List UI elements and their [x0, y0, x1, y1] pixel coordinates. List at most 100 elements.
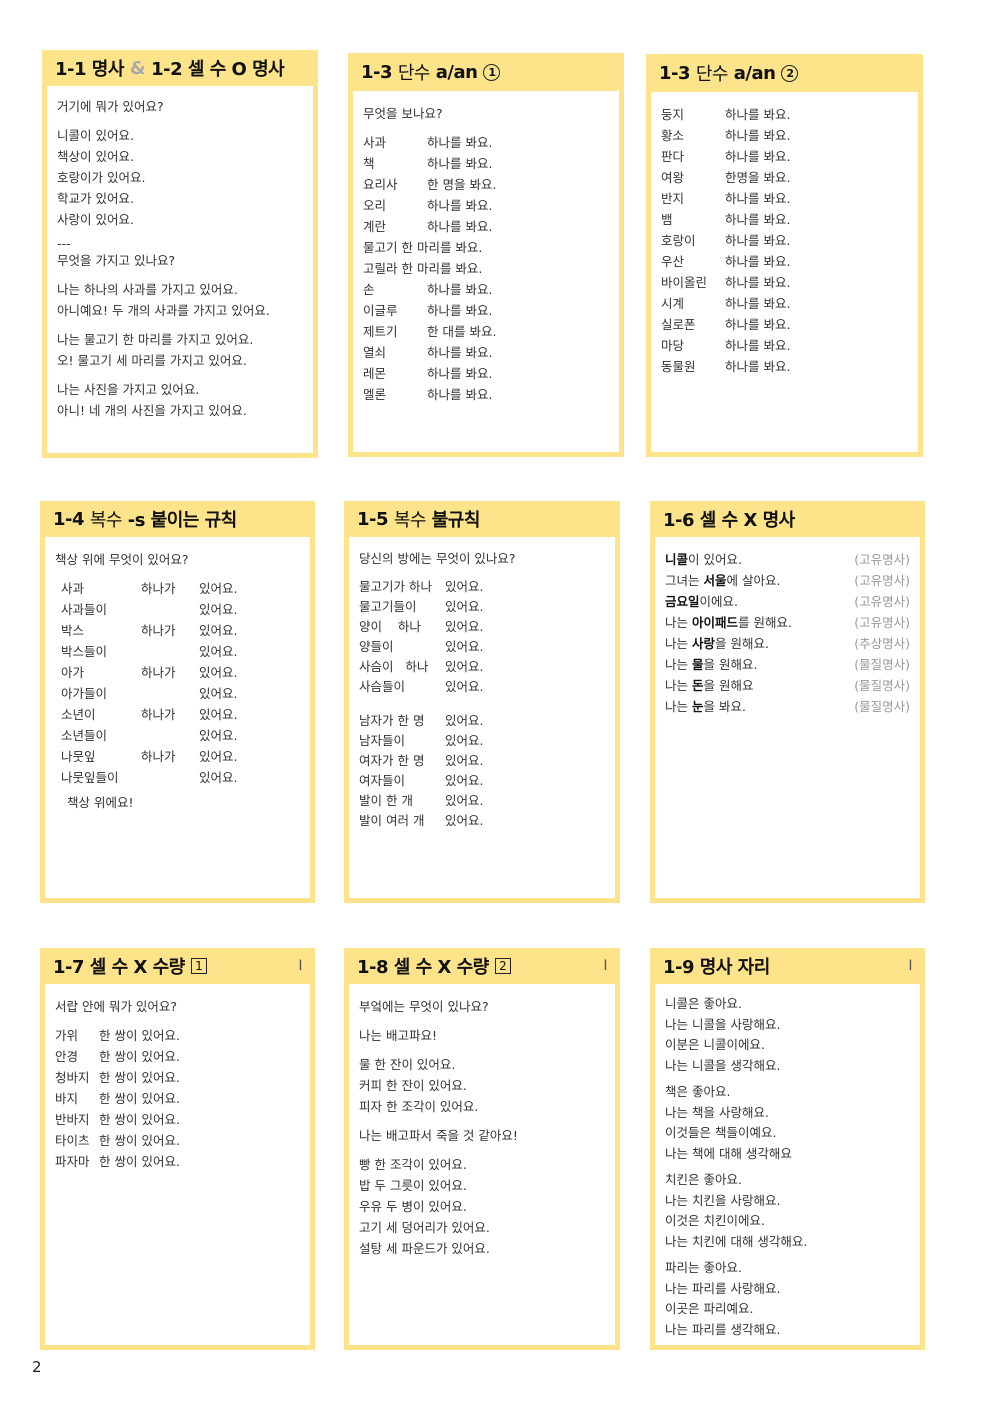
- row-noun: 아가: [61, 665, 85, 680]
- row-value: 하나를 봐요.: [427, 198, 493, 213]
- row-verb: 있어요.: [445, 639, 484, 654]
- row-value: 하나를 봐요.: [725, 107, 791, 122]
- line: 설탕 세 파운드가 있어요.: [359, 1241, 490, 1256]
- row-count: [141, 725, 199, 746]
- table-row: 양들이 있어요.: [359, 637, 605, 657]
- row-noun-bold: 아이패드: [691, 615, 738, 630]
- question: 당신의 방에는 무엇이 있나요?: [359, 551, 516, 566]
- card-title: 1-1 명사 & 1-2 셀 수 O 명사: [55, 57, 285, 81]
- card-title: 1-3 단수 a/an 1: [353, 53, 619, 91]
- row-count: [141, 683, 199, 704]
- table-row: 멜론 하나를 봐요.: [363, 384, 609, 405]
- line: 책은 좋아요.: [665, 1084, 731, 1099]
- row-value: 하나를 봐요.: [725, 149, 791, 164]
- row-value: 하나를 봐요.: [725, 128, 791, 143]
- row-count: 하나가: [141, 623, 176, 638]
- table-row: 그녀는 서울 에 살아요. (고유명사): [665, 570, 910, 591]
- row-noun: 남자들이: [359, 733, 406, 748]
- line: 책상이 있어요.: [57, 149, 134, 164]
- row-label: 둥지: [661, 107, 685, 122]
- table-row: 둥지 하나를 봐요.: [661, 104, 908, 125]
- row-noun: 소년이: [61, 707, 96, 722]
- line: 이분은 니콜이에요.: [665, 1037, 765, 1052]
- row-noun: 나뭇잎들이: [61, 770, 119, 785]
- card-1-3-b: 1-3 단수 a/an 2 둥지 하나를 봐요. 황소 하나를 봐요. 판다 하나를 봐요…: [646, 54, 923, 457]
- line: 고기 세 덩어리가 있어요.: [359, 1220, 490, 1235]
- card-title: 1-8 셀 수 X 수량 2 I: [357, 957, 607, 978]
- row-label: 물고기 한 마리를 봐요.: [363, 240, 483, 255]
- row-noun-bold: 서울: [703, 573, 727, 588]
- row-noun: 타이츠: [55, 1133, 90, 1148]
- table-row: 아가들이 있어요.: [61, 683, 300, 704]
- row-verb: 있어요.: [445, 793, 484, 808]
- bar-mark-icon: I: [298, 958, 302, 974]
- noun-type-label: (물질명사): [854, 678, 910, 693]
- row-value: 한명을 봐요.: [725, 170, 791, 185]
- row-noun-bold: 눈: [691, 699, 704, 714]
- row-noun: 물고기가 하나: [359, 579, 432, 594]
- row-verb: 있어요.: [445, 599, 484, 614]
- row-verb: 있어요.: [199, 623, 238, 638]
- table-row: 나뭇잎 하나가 있어요.: [61, 746, 300, 767]
- card-title: 1-6 셀 수 X 명사: [663, 510, 795, 531]
- row-suffix: 을 원해요: [703, 678, 754, 693]
- row-count: [141, 767, 199, 788]
- row-noun: 사과들이: [61, 602, 108, 617]
- line: 파리는 좋아요.: [665, 1260, 742, 1275]
- row-count: 하나가: [141, 707, 176, 722]
- line: 나는 치킨에 대해 생각해요.: [665, 1233, 808, 1249]
- row-value: 하나를 봐요.: [725, 296, 791, 311]
- table-row: 물고기들이 있어요.: [359, 597, 605, 617]
- card-title: 1-5 복수 불규칙: [357, 508, 480, 532]
- row-noun-bold: 사랑: [691, 636, 715, 651]
- table-row: 사과 하나를 봐요.: [363, 132, 609, 153]
- table-row: 동물원 하나를 봐요.: [661, 356, 908, 377]
- card-title: 1-7 셀 수 X 수량 1 I: [53, 957, 302, 978]
- table-row: 계란 하나를 봐요.: [363, 216, 609, 237]
- row-noun-bold: 니콜: [665, 552, 689, 567]
- line: 이것들은 책들이예요.: [665, 1125, 777, 1140]
- row-noun: 사과: [61, 581, 85, 596]
- card-title: 1-9 명사 자리 I: [663, 957, 912, 978]
- row-value: 하나를 봐요.: [725, 317, 791, 332]
- question: 무엇을 가지고 있나요?: [57, 253, 176, 268]
- row-verb: 있어요.: [445, 713, 484, 728]
- row-value: 하나를 봐요.: [427, 387, 493, 402]
- row-label: 사과: [363, 135, 387, 150]
- row-noun: 여자들이: [359, 773, 406, 788]
- line: 나는 책을 사랑해요.: [665, 1104, 769, 1120]
- table-row: 나는 아이패드 를 원해요. (고유명사): [665, 612, 910, 633]
- table-row: 남자들이 있어요.: [359, 731, 605, 751]
- table-row: 오리 하나를 봐요.: [363, 195, 609, 216]
- row-label: 열쇠: [363, 345, 387, 360]
- row-prefix: 그녀는: [665, 573, 704, 588]
- question: 부엌에는 무엇이 있나요?: [359, 999, 489, 1014]
- row-label: 계란: [363, 219, 387, 234]
- noun-type-label: (물질명사): [854, 699, 910, 714]
- noun-type-label: (고유명사): [854, 552, 910, 567]
- row-count: 하나가: [141, 581, 176, 596]
- row-noun: 사슴들이: [359, 679, 406, 694]
- table-row: 시계 하나를 봐요.: [661, 293, 908, 314]
- line: 사랑이 있어요.: [57, 212, 134, 227]
- table-row: 남자가 한 명 있어요.: [359, 711, 605, 731]
- row-verb: 있어요.: [199, 665, 238, 680]
- table-row: 책 하나를 봐요.: [363, 153, 609, 174]
- row-label: 시계: [661, 296, 685, 311]
- row-label: 실로폰: [661, 317, 696, 332]
- row-count: [141, 641, 199, 662]
- row-suffix: 을 원해요.: [703, 657, 758, 672]
- card-body: 니콜 이 있어요. (고유명사) 그녀는 서울 에 살아요. (고유명사) 금요일 이에요. (…: [655, 537, 920, 898]
- row-verb: 있어요.: [199, 581, 238, 596]
- row-label: 손: [363, 282, 375, 297]
- row-value: 하나를 봐요.: [725, 359, 791, 374]
- row-value: 한 명을 봐요.: [427, 177, 497, 192]
- row-value: 하나를 봐요.: [725, 191, 791, 206]
- row-suffix: 에 살아요.: [726, 573, 781, 588]
- row-label: 오리: [363, 198, 387, 213]
- line: 나는 파리를 생각해요.: [665, 1321, 781, 1337]
- row-noun: 사슴이 하나: [359, 659, 429, 674]
- row-value: 한 쌍이 있어요.: [99, 1028, 180, 1043]
- row-value: 한 쌍이 있어요.: [99, 1091, 180, 1106]
